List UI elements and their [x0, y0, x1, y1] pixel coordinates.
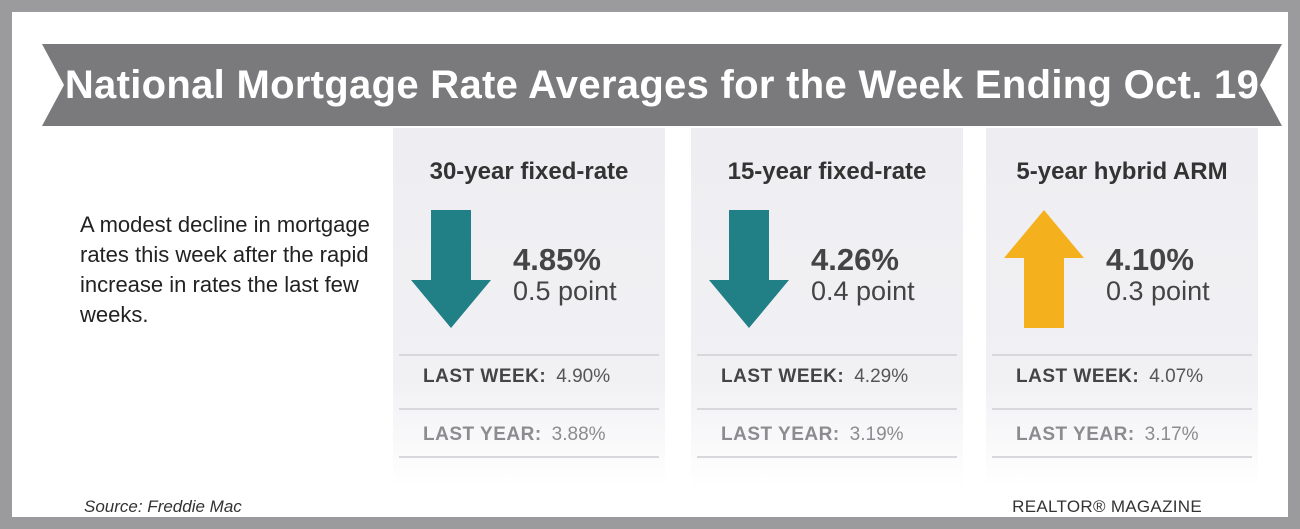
card-title: 5-year hybrid ARM [1016, 158, 1228, 185]
page-title: National Mortgage Rate Averages for the … [64, 62, 1260, 107]
title-banner: National Mortgage Rate Averages for the … [42, 44, 1282, 126]
last-year-value: 3.88% [551, 424, 606, 445]
rate-change: 0.3 point [1106, 276, 1210, 306]
current-rate: 4.10% [1106, 242, 1194, 277]
last-year-label: LAST YEAR: [721, 424, 840, 445]
current-rate: 4.26% [811, 242, 899, 277]
rate-card-30-year: 30-year fixed-rate 4.85% 0.5 point LAST … [393, 128, 665, 488]
divider [992, 456, 1252, 458]
divider [992, 408, 1252, 410]
source-credit: Source: Freddie Mac [84, 497, 242, 516]
last-week-value: 4.29% [854, 366, 909, 387]
down-arrow-icon [411, 210, 491, 328]
last-year-value: 3.19% [849, 424, 904, 445]
last-week-row: LAST WEEK: 4.07% [1016, 366, 1236, 388]
rate-card-5-year-arm: 5-year hybrid ARM 4.10% 0.3 point LAST W… [986, 128, 1258, 488]
last-year-row: LAST YEAR: 3.17% [1016, 424, 1236, 446]
last-year-label: LAST YEAR: [1016, 424, 1135, 445]
last-week-label: LAST WEEK: [423, 366, 547, 387]
divider [399, 456, 659, 458]
divider [697, 408, 957, 410]
divider [697, 456, 957, 458]
current-rate: 4.85% [513, 242, 601, 277]
rate-change: 0.5 point [513, 276, 617, 306]
last-year-value: 3.17% [1144, 424, 1199, 445]
down-arrow-icon [709, 210, 789, 328]
last-week-value: 4.07% [1149, 366, 1204, 387]
divider [697, 354, 957, 356]
last-year-row: LAST YEAR: 3.19% [721, 424, 941, 446]
last-week-label: LAST WEEK: [721, 366, 845, 387]
up-arrow-icon [1004, 210, 1084, 328]
summary-text: A modest decline in mortgage rates this … [80, 212, 370, 327]
divider [399, 408, 659, 410]
divider [992, 354, 1252, 356]
rate-change: 0.4 point [811, 276, 915, 306]
last-week-value: 4.90% [556, 366, 611, 387]
card-title: 15-year fixed-rate [727, 158, 927, 185]
last-year-label: LAST YEAR: [423, 424, 542, 445]
divider [399, 354, 659, 356]
banner-ribbon-shape [42, 44, 1282, 126]
card-title: 30-year fixed-rate [429, 158, 629, 185]
last-week-label: LAST WEEK: [1016, 366, 1140, 387]
brand-credit: REALTOR® MAGAZINE [1012, 497, 1202, 516]
rate-card-15-year: 15-year fixed-rate 4.26% 0.4 point LAST … [691, 128, 963, 488]
last-week-row: LAST WEEK: 4.90% [423, 366, 643, 388]
last-week-row: LAST WEEK: 4.29% [721, 366, 941, 388]
last-year-row: LAST YEAR: 3.88% [423, 424, 643, 446]
